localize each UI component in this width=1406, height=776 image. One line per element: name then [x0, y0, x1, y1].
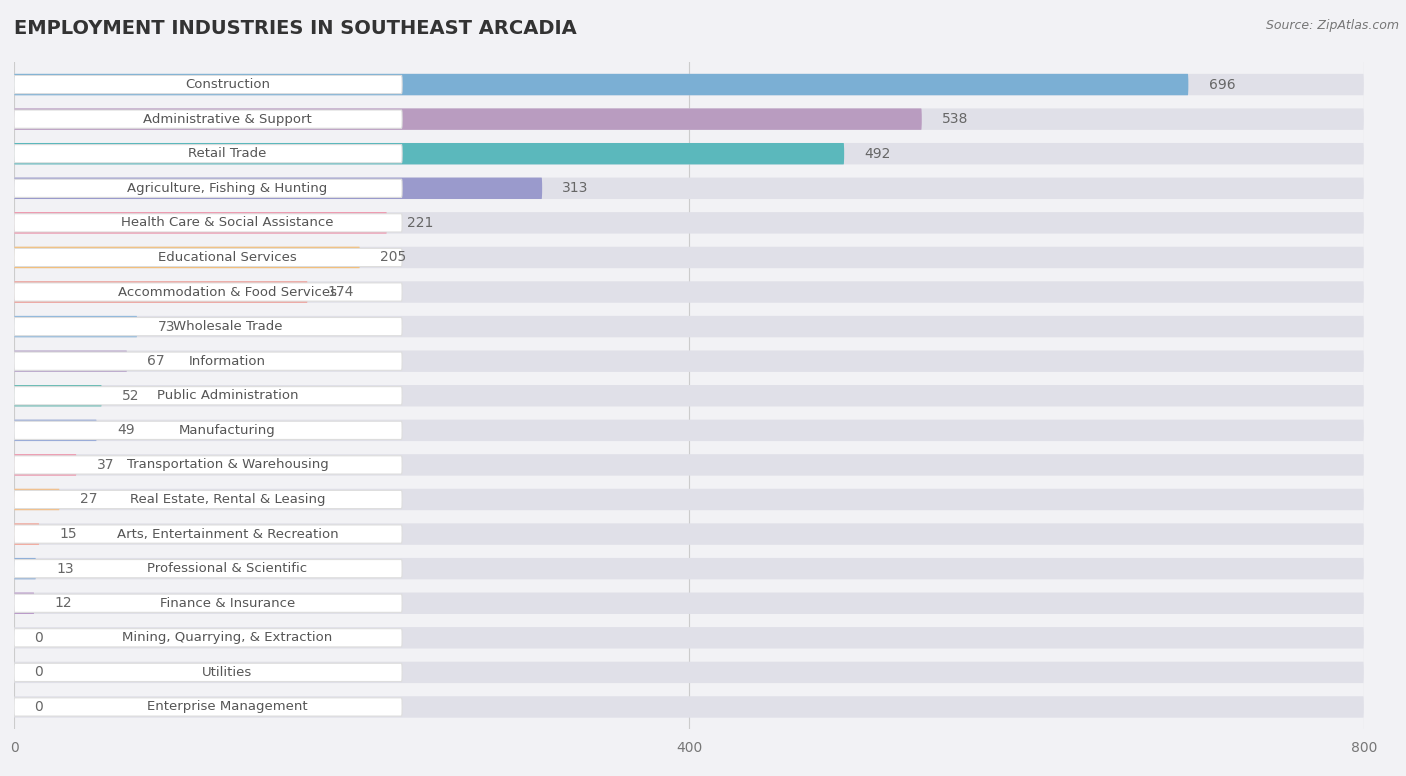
- FancyBboxPatch shape: [14, 421, 402, 439]
- FancyBboxPatch shape: [14, 558, 37, 580]
- FancyBboxPatch shape: [14, 248, 402, 267]
- Text: Construction: Construction: [186, 78, 270, 91]
- FancyBboxPatch shape: [14, 75, 402, 94]
- FancyBboxPatch shape: [14, 212, 1364, 234]
- FancyBboxPatch shape: [14, 489, 59, 510]
- Text: 52: 52: [122, 389, 139, 403]
- Text: 49: 49: [117, 424, 135, 438]
- Text: Administrative & Support: Administrative & Support: [143, 113, 312, 126]
- FancyBboxPatch shape: [14, 525, 402, 543]
- FancyBboxPatch shape: [14, 144, 402, 163]
- Text: 313: 313: [562, 182, 589, 196]
- Text: 67: 67: [148, 354, 165, 368]
- FancyBboxPatch shape: [14, 247, 360, 268]
- Text: 0: 0: [34, 631, 44, 645]
- FancyBboxPatch shape: [14, 74, 1188, 95]
- Text: Finance & Insurance: Finance & Insurance: [160, 597, 295, 610]
- FancyBboxPatch shape: [14, 247, 1364, 268]
- Text: 27: 27: [80, 493, 97, 507]
- FancyBboxPatch shape: [14, 594, 402, 612]
- FancyBboxPatch shape: [14, 283, 402, 301]
- FancyBboxPatch shape: [14, 558, 1364, 580]
- FancyBboxPatch shape: [14, 316, 138, 338]
- Text: Transportation & Warehousing: Transportation & Warehousing: [127, 459, 329, 471]
- FancyBboxPatch shape: [14, 593, 1364, 614]
- FancyBboxPatch shape: [14, 489, 1364, 510]
- FancyBboxPatch shape: [14, 143, 1364, 165]
- FancyBboxPatch shape: [14, 316, 1364, 338]
- FancyBboxPatch shape: [14, 490, 402, 508]
- FancyBboxPatch shape: [14, 696, 1364, 718]
- Text: Educational Services: Educational Services: [157, 251, 297, 264]
- FancyBboxPatch shape: [14, 109, 922, 130]
- Text: 0: 0: [34, 700, 44, 714]
- FancyBboxPatch shape: [14, 559, 402, 578]
- Text: Arts, Entertainment & Recreation: Arts, Entertainment & Recreation: [117, 528, 339, 541]
- Text: 205: 205: [380, 251, 406, 265]
- FancyBboxPatch shape: [14, 213, 402, 232]
- FancyBboxPatch shape: [14, 282, 1364, 303]
- FancyBboxPatch shape: [14, 385, 101, 407]
- Text: 12: 12: [55, 596, 72, 610]
- Text: Accommodation & Food Services: Accommodation & Food Services: [118, 286, 337, 299]
- Text: Public Administration: Public Administration: [156, 390, 298, 402]
- FancyBboxPatch shape: [14, 627, 1364, 649]
- FancyBboxPatch shape: [14, 385, 1364, 407]
- Text: Enterprise Management: Enterprise Management: [148, 701, 308, 713]
- FancyBboxPatch shape: [14, 523, 39, 545]
- Text: EMPLOYMENT INDUSTRIES IN SOUTHEAST ARCADIA: EMPLOYMENT INDUSTRIES IN SOUTHEAST ARCAD…: [14, 19, 576, 38]
- Text: Source: ZipAtlas.com: Source: ZipAtlas.com: [1265, 19, 1399, 33]
- FancyBboxPatch shape: [14, 178, 1364, 199]
- Text: Mining, Quarrying, & Extraction: Mining, Quarrying, & Extraction: [122, 632, 333, 644]
- Text: 0: 0: [34, 665, 44, 679]
- FancyBboxPatch shape: [14, 212, 387, 234]
- FancyBboxPatch shape: [14, 282, 308, 303]
- Text: 13: 13: [56, 562, 75, 576]
- Text: Information: Information: [188, 355, 266, 368]
- FancyBboxPatch shape: [14, 178, 543, 199]
- Text: Professional & Scientific: Professional & Scientific: [148, 562, 308, 575]
- FancyBboxPatch shape: [14, 110, 402, 128]
- FancyBboxPatch shape: [14, 351, 1364, 372]
- Text: 73: 73: [157, 320, 174, 334]
- FancyBboxPatch shape: [14, 662, 1364, 683]
- FancyBboxPatch shape: [14, 593, 34, 614]
- FancyBboxPatch shape: [14, 454, 76, 476]
- FancyBboxPatch shape: [14, 456, 402, 474]
- Text: Manufacturing: Manufacturing: [179, 424, 276, 437]
- FancyBboxPatch shape: [14, 386, 402, 405]
- FancyBboxPatch shape: [14, 351, 127, 372]
- Text: Agriculture, Fishing & Hunting: Agriculture, Fishing & Hunting: [128, 182, 328, 195]
- Text: Real Estate, Rental & Leasing: Real Estate, Rental & Leasing: [129, 493, 325, 506]
- Text: 538: 538: [942, 113, 969, 126]
- FancyBboxPatch shape: [14, 317, 402, 336]
- Text: Health Care & Social Assistance: Health Care & Social Assistance: [121, 217, 333, 230]
- Text: 15: 15: [59, 527, 77, 541]
- Text: Wholesale Trade: Wholesale Trade: [173, 320, 283, 333]
- FancyBboxPatch shape: [14, 629, 402, 647]
- FancyBboxPatch shape: [14, 523, 1364, 545]
- FancyBboxPatch shape: [14, 663, 402, 681]
- FancyBboxPatch shape: [14, 420, 1364, 441]
- FancyBboxPatch shape: [14, 143, 844, 165]
- FancyBboxPatch shape: [14, 74, 1364, 95]
- Text: 696: 696: [1209, 78, 1236, 92]
- FancyBboxPatch shape: [14, 454, 1364, 476]
- Text: 37: 37: [97, 458, 114, 472]
- Text: 221: 221: [408, 216, 433, 230]
- Text: 492: 492: [865, 147, 891, 161]
- FancyBboxPatch shape: [14, 698, 402, 716]
- Text: Retail Trade: Retail Trade: [188, 147, 267, 160]
- FancyBboxPatch shape: [14, 109, 1364, 130]
- Text: Utilities: Utilities: [202, 666, 253, 679]
- FancyBboxPatch shape: [14, 420, 97, 441]
- Text: 174: 174: [328, 285, 354, 299]
- FancyBboxPatch shape: [14, 179, 402, 197]
- FancyBboxPatch shape: [14, 352, 402, 370]
